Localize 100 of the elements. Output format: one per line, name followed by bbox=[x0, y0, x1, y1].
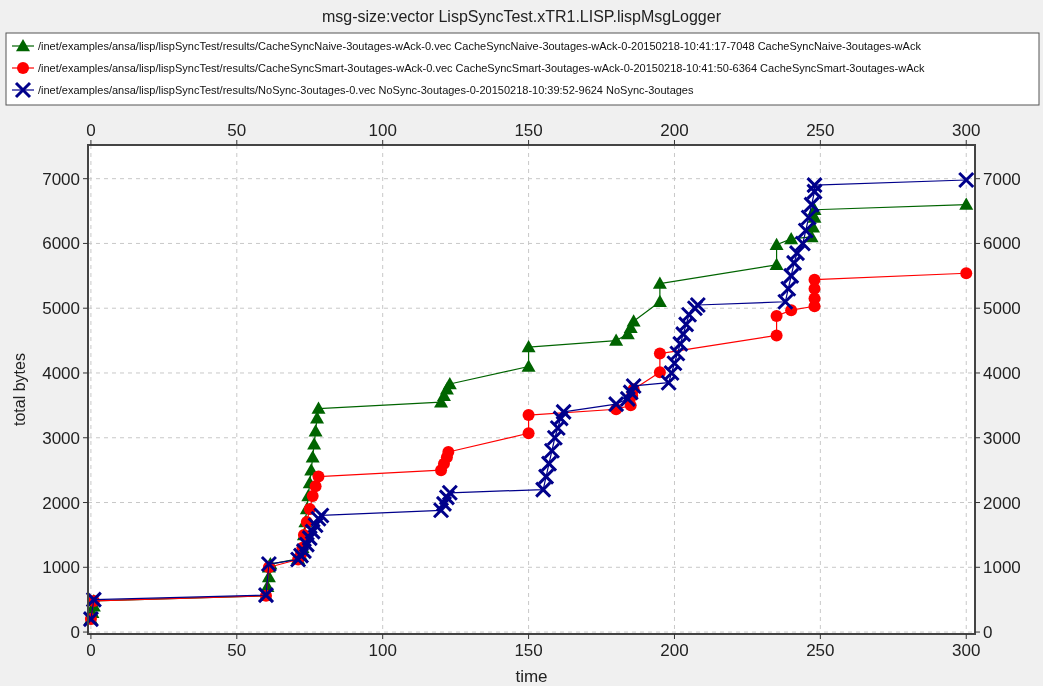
x-tick-label: 150 bbox=[514, 121, 543, 140]
point bbox=[435, 495, 453, 513]
point bbox=[674, 325, 692, 343]
x2-tick-label: 0 bbox=[86, 641, 96, 660]
y-tick-label: 6000 bbox=[42, 234, 80, 254]
point bbox=[794, 234, 812, 252]
point bbox=[680, 306, 698, 324]
point bbox=[626, 314, 641, 327]
point bbox=[653, 347, 666, 360]
y-tick-label: 1000 bbox=[42, 558, 80, 578]
point bbox=[546, 429, 564, 447]
y-tick-label: 2000 bbox=[42, 493, 80, 513]
point bbox=[432, 501, 450, 519]
legend-label: /inet/examples/ansa/lisp/lispSyncTest/results/CacheSyncNaive-3outages-wAck-0.vec CacheSyncNaive-3outages-wAck-0-20150218-10:41:17-7048 CacheSyncNaive-3outages-wAck bbox=[38, 40, 922, 52]
point bbox=[808, 273, 821, 286]
point bbox=[312, 470, 325, 483]
chart-title: msg-size:vector LispSyncTest.xTR1.LISP.lispMsgLogger bbox=[322, 8, 722, 25]
point bbox=[652, 276, 667, 289]
point bbox=[442, 446, 455, 458]
y-tick-label: 4000 bbox=[42, 363, 80, 383]
point bbox=[782, 267, 800, 285]
y-tick-label: 5000 bbox=[42, 299, 80, 319]
y2-tick-label: 5000 bbox=[983, 299, 1021, 319]
point bbox=[310, 411, 325, 424]
point bbox=[668, 345, 686, 363]
point bbox=[308, 424, 323, 437]
point bbox=[779, 280, 797, 298]
point bbox=[438, 488, 456, 506]
x2-tick-label: 50 bbox=[227, 641, 247, 660]
point bbox=[770, 309, 783, 322]
x-tick-label: 100 bbox=[368, 121, 397, 140]
x-tick-label: 50 bbox=[227, 121, 247, 140]
point bbox=[306, 490, 319, 503]
x-tick-label: 200 bbox=[660, 121, 689, 140]
point bbox=[769, 257, 784, 271]
x-tick-label: 250 bbox=[806, 121, 835, 140]
point bbox=[665, 354, 683, 372]
point bbox=[769, 237, 784, 250]
y2-tick-label: 2000 bbox=[983, 493, 1021, 513]
point bbox=[540, 455, 558, 473]
point bbox=[522, 427, 535, 440]
point bbox=[785, 254, 803, 272]
point bbox=[441, 484, 459, 502]
point bbox=[295, 542, 313, 560]
point bbox=[305, 450, 320, 463]
y-tick-label: 7000 bbox=[42, 169, 80, 189]
point bbox=[959, 197, 974, 210]
y-tick-label: 0 bbox=[70, 623, 80, 643]
x-tick-label: 0 bbox=[86, 121, 96, 140]
point bbox=[534, 481, 552, 499]
point bbox=[806, 183, 824, 201]
y2-tick-label: 6000 bbox=[983, 234, 1021, 254]
point bbox=[310, 510, 327, 528]
point bbox=[521, 359, 536, 372]
point bbox=[552, 409, 570, 427]
y-axis-title: total bytes bbox=[11, 353, 28, 426]
point bbox=[609, 333, 624, 346]
point bbox=[800, 209, 818, 227]
point bbox=[312, 506, 330, 524]
point bbox=[806, 176, 824, 194]
point bbox=[307, 516, 325, 534]
y2-tick-label: 7000 bbox=[983, 169, 1021, 189]
point bbox=[776, 293, 794, 311]
point bbox=[663, 364, 681, 382]
point bbox=[521, 340, 536, 353]
point bbox=[309, 480, 322, 493]
point bbox=[770, 329, 783, 342]
y-tick-label: 3000 bbox=[42, 428, 80, 448]
point bbox=[788, 244, 806, 262]
point bbox=[292, 547, 310, 565]
point bbox=[957, 171, 975, 189]
point bbox=[301, 529, 319, 547]
x2-tick-label: 250 bbox=[806, 641, 835, 660]
point bbox=[803, 196, 821, 214]
x2-tick-label: 150 bbox=[514, 641, 543, 660]
point bbox=[304, 523, 322, 541]
x-tick-label: 300 bbox=[952, 121, 981, 140]
point bbox=[307, 437, 322, 450]
point bbox=[784, 231, 799, 245]
point bbox=[671, 335, 689, 353]
point bbox=[797, 221, 815, 239]
legend-label: /inet/examples/ansa/lisp/lispSyncTest/results/NoSync-3outages-0.vec NoSync-3outages-0-20150218-10:39:52-9624 NoSync-3outages bbox=[38, 84, 694, 96]
point bbox=[625, 377, 643, 395]
point bbox=[549, 419, 567, 437]
point bbox=[442, 376, 457, 390]
x-axis-title: time bbox=[515, 667, 548, 686]
point bbox=[619, 390, 637, 408]
legend-label: /inet/examples/ansa/lisp/lispSyncTest/results/CacheSyncSmart-3outages-wAck-0.vec CacheSyncSmart-3outages-wAck-0-20150218-10:41:50-6364 CacheSyncSmart-3outages-wAck bbox=[38, 62, 926, 74]
point bbox=[607, 395, 625, 413]
x2-tick-label: 200 bbox=[660, 641, 689, 660]
y2-tick-label: 4000 bbox=[983, 363, 1021, 383]
x2-tick-label: 300 bbox=[952, 641, 981, 660]
point bbox=[960, 267, 973, 280]
point bbox=[677, 315, 695, 333]
point bbox=[652, 294, 667, 307]
x2-tick-label: 100 bbox=[368, 641, 397, 660]
point bbox=[622, 383, 640, 401]
y2-tick-label: 0 bbox=[983, 623, 993, 643]
y2-tick-label: 1000 bbox=[983, 558, 1021, 578]
point bbox=[543, 442, 561, 460]
